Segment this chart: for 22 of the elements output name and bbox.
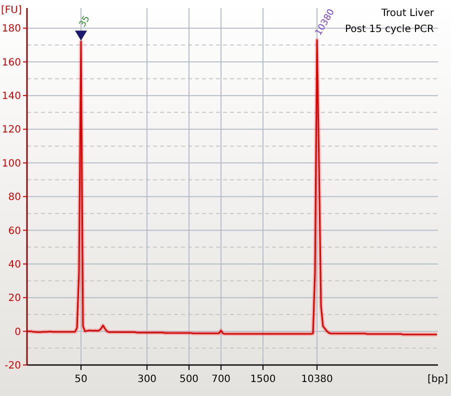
x-tick-label: 10380 — [301, 374, 333, 385]
x-tick-label: 700 — [211, 374, 231, 385]
y-tick-label: 20 — [8, 293, 21, 304]
y-tick-label: 180 — [2, 24, 21, 35]
x-axis-title: [bp] — [428, 374, 448, 385]
y-axis-title: [FU] — [1, 5, 22, 16]
y-tick-label: -20 — [4, 360, 21, 372]
chart-title: Trout Liver — [380, 8, 435, 19]
x-tick-label: 1500 — [250, 374, 276, 385]
annotation: 35 — [78, 14, 92, 30]
y-tick-label: 0 — [14, 326, 21, 338]
y-tick-label: 60 — [8, 226, 21, 237]
x-tick-label: 50 — [74, 374, 88, 385]
x-tick-label: 500 — [179, 374, 199, 385]
y-tick-label: 160 — [2, 57, 21, 68]
y-tick-label: 120 — [2, 124, 21, 136]
y-tick-label: 140 — [2, 91, 21, 102]
text: Post 15 cycle PCR — [345, 24, 434, 35]
y-tick-label: 40 — [8, 259, 21, 270]
y-tick-label: 100 — [2, 158, 21, 170]
x-tick-label: 300 — [137, 374, 157, 385]
y-tick-label: 80 — [8, 192, 21, 204]
